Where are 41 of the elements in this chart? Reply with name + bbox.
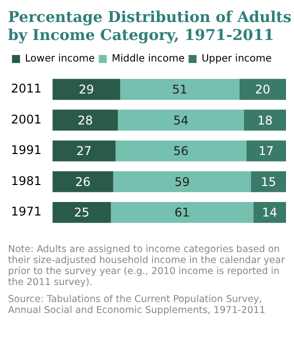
legend-label: Lower income xyxy=(25,54,95,65)
y-tick-label: 1971 xyxy=(10,204,42,219)
bar xyxy=(120,78,240,100)
y-tick-label: 2001 xyxy=(10,112,42,126)
y-tick-label: 2011 xyxy=(10,82,42,96)
y-tick-label: 1991 xyxy=(10,143,42,158)
data-label: 54 xyxy=(173,113,189,128)
bar xyxy=(116,140,246,162)
bar xyxy=(52,202,111,223)
chart-title: Percentage Distribution of Adults by Income Category, 1971-2011 xyxy=(8,8,292,44)
data-label: 51 xyxy=(172,82,188,97)
bar xyxy=(52,140,116,162)
bar xyxy=(239,78,286,100)
legend-label: Upper income xyxy=(202,54,272,65)
bar xyxy=(253,202,286,223)
data-label: 18 xyxy=(257,113,273,128)
legend-label: Middle income xyxy=(112,54,185,65)
data-label: 56 xyxy=(173,144,189,158)
bar xyxy=(246,140,286,162)
bar xyxy=(110,202,254,223)
data-label: 20 xyxy=(255,82,270,97)
data-label: 15 xyxy=(260,174,276,189)
data-label: 29 xyxy=(78,82,94,97)
bar xyxy=(250,171,286,192)
data-label: 26 xyxy=(75,174,91,189)
bar xyxy=(52,78,120,100)
bar xyxy=(52,171,114,192)
data-label: 17 xyxy=(258,144,274,158)
bar xyxy=(244,110,286,131)
text: Note: Adults are assigned to income categories based on their size-adjusted household income in the calendar year prior to the survey year (e.g., 2010 income is reported in the 2011 survey). xyxy=(8,244,286,288)
data-label: 28 xyxy=(78,113,93,128)
y-tick-label: 1981 xyxy=(10,174,42,188)
data-label: 14 xyxy=(262,206,278,220)
data-label: 27 xyxy=(76,144,92,158)
bar xyxy=(113,171,251,192)
bar xyxy=(52,110,118,131)
data-label: 59 xyxy=(174,174,190,189)
data-label: 61 xyxy=(174,206,190,220)
source-note: Source: Tabulations of the Current Population Survey, Annual Social and Economic Supplements, 1971-2011 xyxy=(8,294,266,316)
data-label: 25 xyxy=(74,206,90,220)
bar xyxy=(118,110,244,131)
